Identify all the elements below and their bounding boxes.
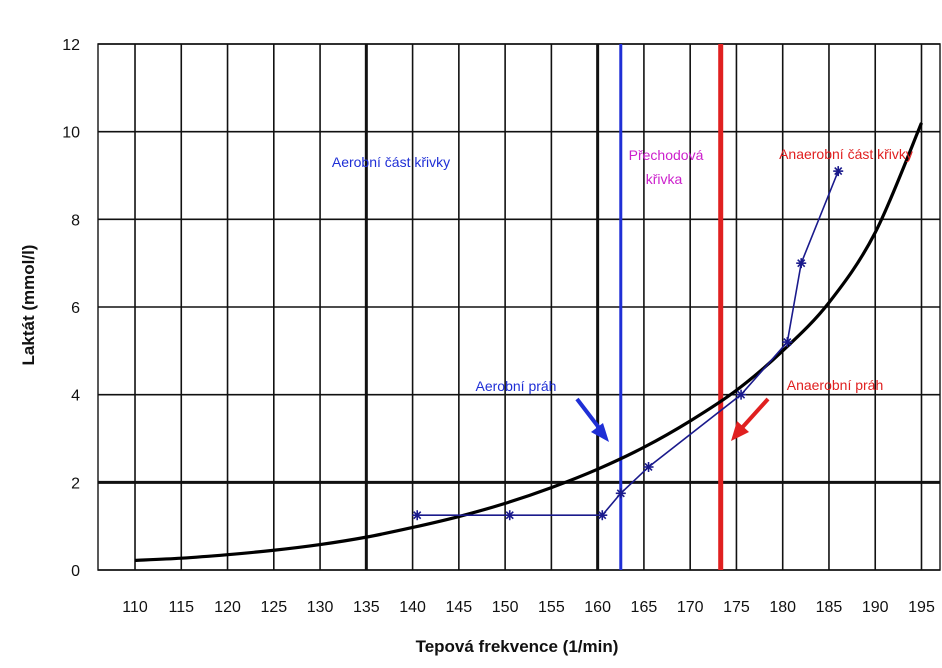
aerobic-threshold-arrow	[575, 397, 609, 442]
label-transition-2: křivka	[646, 171, 683, 187]
marker-stroke	[834, 167, 843, 176]
x-tick-label: 170	[677, 599, 704, 616]
x-tick-label: 175	[723, 599, 750, 616]
x-tick-label: 185	[816, 599, 843, 616]
label-aerobic-part: Aerobní část křivky	[332, 154, 450, 170]
y-tick-label: 4	[71, 388, 80, 405]
x-tick-label: 135	[353, 599, 380, 616]
marker-stroke	[413, 511, 422, 520]
anaerobic-threshold-arrow	[731, 397, 770, 441]
label-anaerobic-threshold: Anaerobní práh	[787, 377, 884, 393]
measured-point	[796, 258, 807, 269]
measured-point	[643, 461, 654, 472]
marker-stroke	[797, 259, 806, 268]
x-tick-label: 180	[769, 599, 796, 616]
x-axis-title: Tepová frekvence (1/min)	[416, 637, 619, 656]
grid	[97, 43, 941, 571]
x-tick-label: 120	[214, 599, 241, 616]
measured-point	[412, 510, 423, 521]
label-anaerobic-part: Anaerobní část křivky	[779, 146, 913, 162]
tick-labels: 110 115 120 125 130 135 140 145 150 155 160 165 170 1…	[62, 37, 935, 616]
label-aerobic-threshold: Aerobní práh	[476, 378, 557, 394]
fitted-lactate-curve	[134, 122, 923, 562]
y-axis-title: Laktát (mmol/l)	[19, 245, 38, 366]
y-tick-label: 8	[71, 212, 80, 229]
measured-point	[782, 337, 793, 348]
threshold-lines	[619, 44, 724, 570]
x-tick-label: 190	[862, 599, 889, 616]
x-tick-label: 155	[538, 599, 565, 616]
x-tick-label: 125	[260, 599, 287, 616]
measured-point	[736, 389, 747, 400]
marker-stroke	[644, 462, 653, 472]
y-tick-label: 0	[71, 563, 80, 580]
marker-stroke	[598, 511, 607, 520]
marker-stroke	[783, 338, 792, 347]
label-transition-1: Přechodová	[629, 147, 704, 163]
x-tick-label: 160	[584, 599, 611, 616]
measured-point	[597, 510, 608, 521]
marker-stroke	[505, 511, 514, 520]
x-tick-label: 195	[908, 599, 935, 616]
measured-point	[615, 488, 626, 499]
y-tick-label: 12	[62, 37, 80, 54]
x-tick-label: 115	[169, 599, 195, 616]
x-tick-label: 140	[399, 599, 426, 616]
x-tick-label: 130	[307, 599, 334, 616]
marker-stroke	[737, 390, 746, 399]
x-tick-label: 165	[631, 599, 658, 616]
y-tick-label: 2	[71, 475, 80, 492]
x-tick-label: 145	[446, 599, 473, 616]
measured-point	[833, 166, 844, 177]
measured-point	[504, 510, 515, 521]
y-tick-label: 10	[62, 125, 80, 142]
marker-stroke	[616, 489, 625, 498]
series-group	[134, 122, 923, 562]
y-tick-label: 6	[71, 300, 80, 317]
x-tick-label: 110	[122, 599, 148, 616]
x-tick-label: 150	[492, 599, 519, 616]
